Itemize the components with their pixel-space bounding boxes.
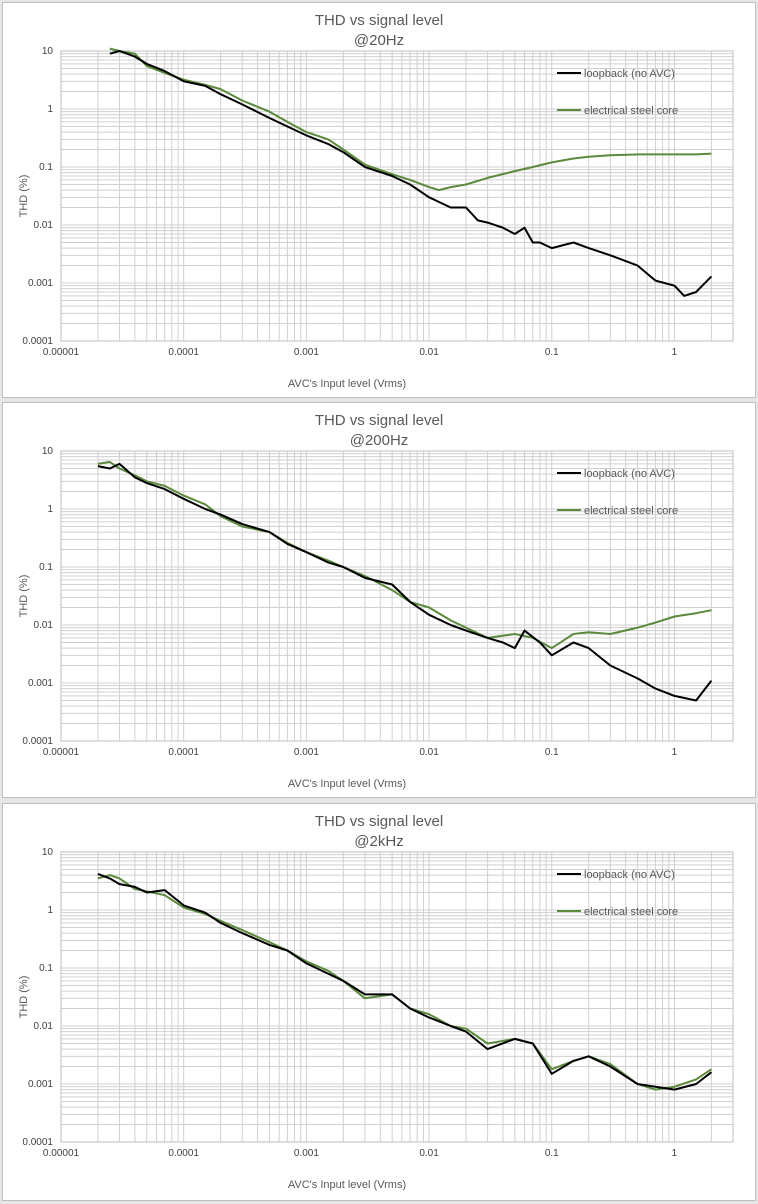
x-tick-label: 1	[672, 347, 678, 358]
y-tick-label: 0.1	[39, 963, 53, 974]
x-tick-label: 0.00001	[43, 347, 80, 358]
series-line-loopback	[97, 872, 713, 1091]
y-tick-label: 0.001	[28, 278, 53, 289]
plot-border	[60, 450, 734, 742]
series-line-loopback	[109, 50, 713, 297]
y-tick-label: 10	[42, 46, 54, 57]
y-tick-label: 10	[42, 446, 54, 457]
plot-border	[60, 50, 734, 342]
y-tick-label: 0.0001	[22, 1137, 53, 1148]
y-tick-label: 0.001	[28, 1079, 53, 1090]
legend-label: loopback (no AVC)	[584, 68, 675, 80]
chart-title: THD vs signal level	[315, 412, 443, 429]
y-tick-label: 1	[47, 905, 53, 916]
x-tick-label: 1	[672, 747, 678, 758]
chart-subtitle: @2kHz	[354, 833, 403, 850]
grid	[60, 50, 734, 342]
y-tick-label: 10	[42, 847, 54, 858]
y-tick-label: 0.1	[39, 162, 53, 173]
y-tick-label: 0.0001	[22, 736, 53, 747]
y-tick-label: 0.0001	[22, 336, 53, 347]
chart-panel-20hz: THD vs signal level @20Hz 0.00001 0.0001 0.0…	[2, 2, 756, 398]
legend-label: electrical steel core	[584, 105, 678, 117]
chart-subtitle: @20Hz	[354, 32, 404, 49]
x-tick-label: 0.01	[419, 347, 439, 358]
y-tick-label: 1	[47, 504, 53, 515]
y-tick-label: 1	[47, 104, 53, 115]
legend: loopback (no AVC) electrical steel core	[557, 869, 678, 918]
chart-title: THD vs signal level	[315, 813, 443, 830]
series-line-steel-core	[97, 460, 712, 650]
x-tick-label: 0.1	[545, 1148, 559, 1159]
series-line-loopback	[97, 462, 713, 702]
legend: loopback (no AVC) electrical steel core	[557, 68, 678, 117]
chart-panel-2khz: THD vs signal level @2kHz 0.00001 0.0001 0.0…	[2, 803, 756, 1201]
chart-title: THD vs signal level	[315, 12, 443, 29]
x-tick-label: 1	[672, 1148, 678, 1159]
x-tick-label: 0.0001	[168, 747, 199, 758]
chart-panel-200hz: THD vs signal level @200Hz 0.00001 0.0001 0.…	[2, 402, 756, 798]
x-axis-label: AVC's Input level (Vrms)	[288, 378, 406, 390]
y-tick-label: 0.1	[39, 562, 53, 573]
legend-label: electrical steel core	[584, 505, 678, 517]
x-tick-label: 0.001	[294, 347, 319, 358]
x-tick-label: 0.1	[545, 747, 559, 758]
y-tick-label: 0.01	[34, 620, 54, 631]
x-tick-label: 0.01	[419, 1148, 439, 1159]
grid	[60, 851, 734, 1143]
x-axis-label: AVC's Input level (Vrms)	[288, 1179, 406, 1191]
y-axis-label: THD (%)	[18, 976, 30, 1019]
x-tick-label: 0.001	[294, 747, 319, 758]
x-axis-label: AVC's Input level (Vrms)	[288, 778, 406, 790]
y-tick-label: 0.01	[34, 1021, 54, 1032]
grid	[60, 450, 734, 742]
x-tick-label: 0.001	[294, 1148, 319, 1159]
legend: loopback (no AVC) electrical steel core	[557, 468, 678, 517]
x-tick-label: 0.00001	[43, 1148, 80, 1159]
y-axis-label: THD (%)	[18, 175, 30, 218]
y-tick-label: 0.001	[28, 678, 53, 689]
x-tick-label: 0.1	[545, 347, 559, 358]
legend-label: electrical steel core	[584, 906, 678, 918]
chart-subtitle: @200Hz	[350, 432, 409, 449]
x-tick-label: 0.0001	[168, 347, 199, 358]
x-tick-label: 0.01	[419, 747, 439, 758]
x-tick-label: 0.00001	[43, 747, 80, 758]
legend-label: loopback (no AVC)	[584, 468, 675, 480]
y-axis-label: THD (%)	[18, 575, 30, 618]
series-line-steel-core	[109, 47, 712, 192]
y-tick-label: 0.01	[34, 220, 54, 231]
plot-border	[60, 851, 734, 1143]
legend-label: loopback (no AVC)	[584, 869, 675, 881]
x-tick-label: 0.0001	[168, 1148, 199, 1159]
